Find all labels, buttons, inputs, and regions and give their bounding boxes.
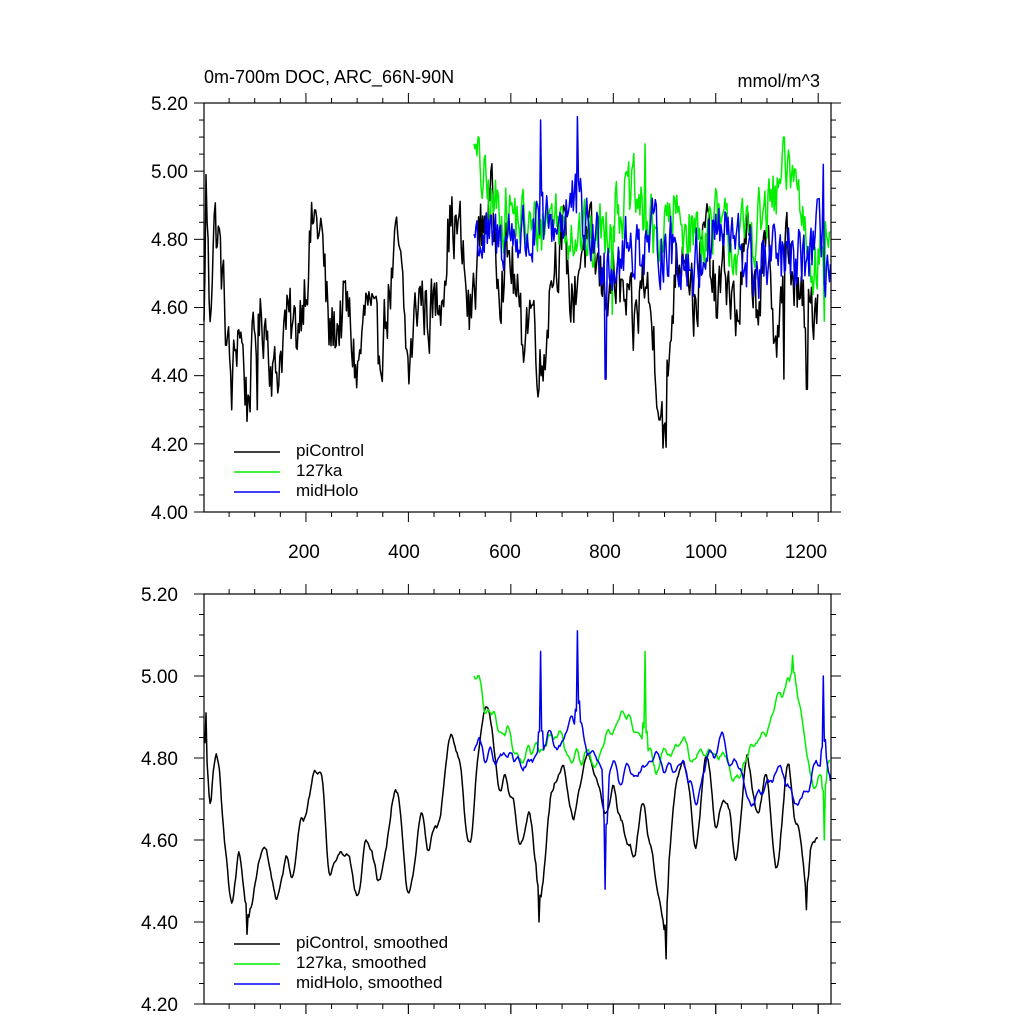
series-line-midholo-smoothed [473, 630, 832, 890]
top-ytick-label: 4.00 [151, 503, 188, 524]
bottom-legend: piControl, smoothed 127ka, smoothed midH… [234, 933, 448, 992]
top-ytick-label: 4.20 [151, 435, 188, 456]
top-series-lines [203, 115, 832, 449]
legend-label-picontrol: piControl [296, 441, 364, 460]
series-line-picontrol-smoothed [203, 706, 819, 960]
top-ytick-label: 4.60 [151, 298, 188, 319]
bottom-ytick-label: 4.20 [141, 995, 178, 1016]
legend-label-midholo-smoothed: midHolo, smoothed [296, 973, 442, 992]
bottom-ytick-label: 5.00 [141, 667, 178, 688]
top-xtick-label: 800 [589, 542, 621, 563]
top-panel: 0m-700m DOC, ARC_66N-90N mmol/m^3 5.20 5… [151, 67, 841, 563]
bottom-panel: 5.20 5.00 4.80 4.60 4.40 4.20 piControl,… [141, 584, 841, 1016]
top-chart-units: mmol/m^3 [738, 71, 820, 91]
top-xtick-label: 1200 [785, 542, 827, 563]
legend-label-127ka: 127ka [296, 461, 343, 480]
top-ytick-label: 4.40 [151, 366, 188, 387]
top-ytick-label: 5.20 [151, 94, 188, 115]
bottom-series-lines [203, 630, 832, 960]
top-ytick-label: 5.00 [151, 162, 188, 183]
top-xtick-label: 400 [388, 542, 420, 563]
top-xtick-label: 600 [489, 542, 521, 563]
top-chart-title: 0m-700m DOC, ARC_66N-90N [204, 67, 454, 88]
bottom-axes [194, 584, 841, 1014]
legend-label-midholo: midHolo [296, 481, 358, 500]
series-line-127ka-smoothed [473, 650, 831, 841]
legend-label-127ka-smoothed: 127ka, smoothed [296, 953, 426, 972]
series-line-127ka [473, 136, 831, 322]
top-ytick-label: 4.80 [151, 230, 188, 251]
series-line-picontrol [203, 163, 819, 449]
bottom-ytick-label: 4.40 [141, 913, 178, 934]
top-legend: piControl 127ka midHolo [234, 441, 364, 500]
bottom-ytick-label: 4.60 [141, 831, 178, 852]
top-xtick-label: 1000 [685, 542, 727, 563]
legend-label-picontrol-smoothed: piControl, smoothed [296, 933, 448, 952]
top-xtick-label: 200 [288, 542, 320, 563]
bottom-ytick-label: 5.20 [141, 585, 178, 606]
series-line-midholo [473, 115, 832, 380]
bottom-ytick-label: 4.80 [141, 749, 178, 770]
top-axes [194, 93, 841, 522]
